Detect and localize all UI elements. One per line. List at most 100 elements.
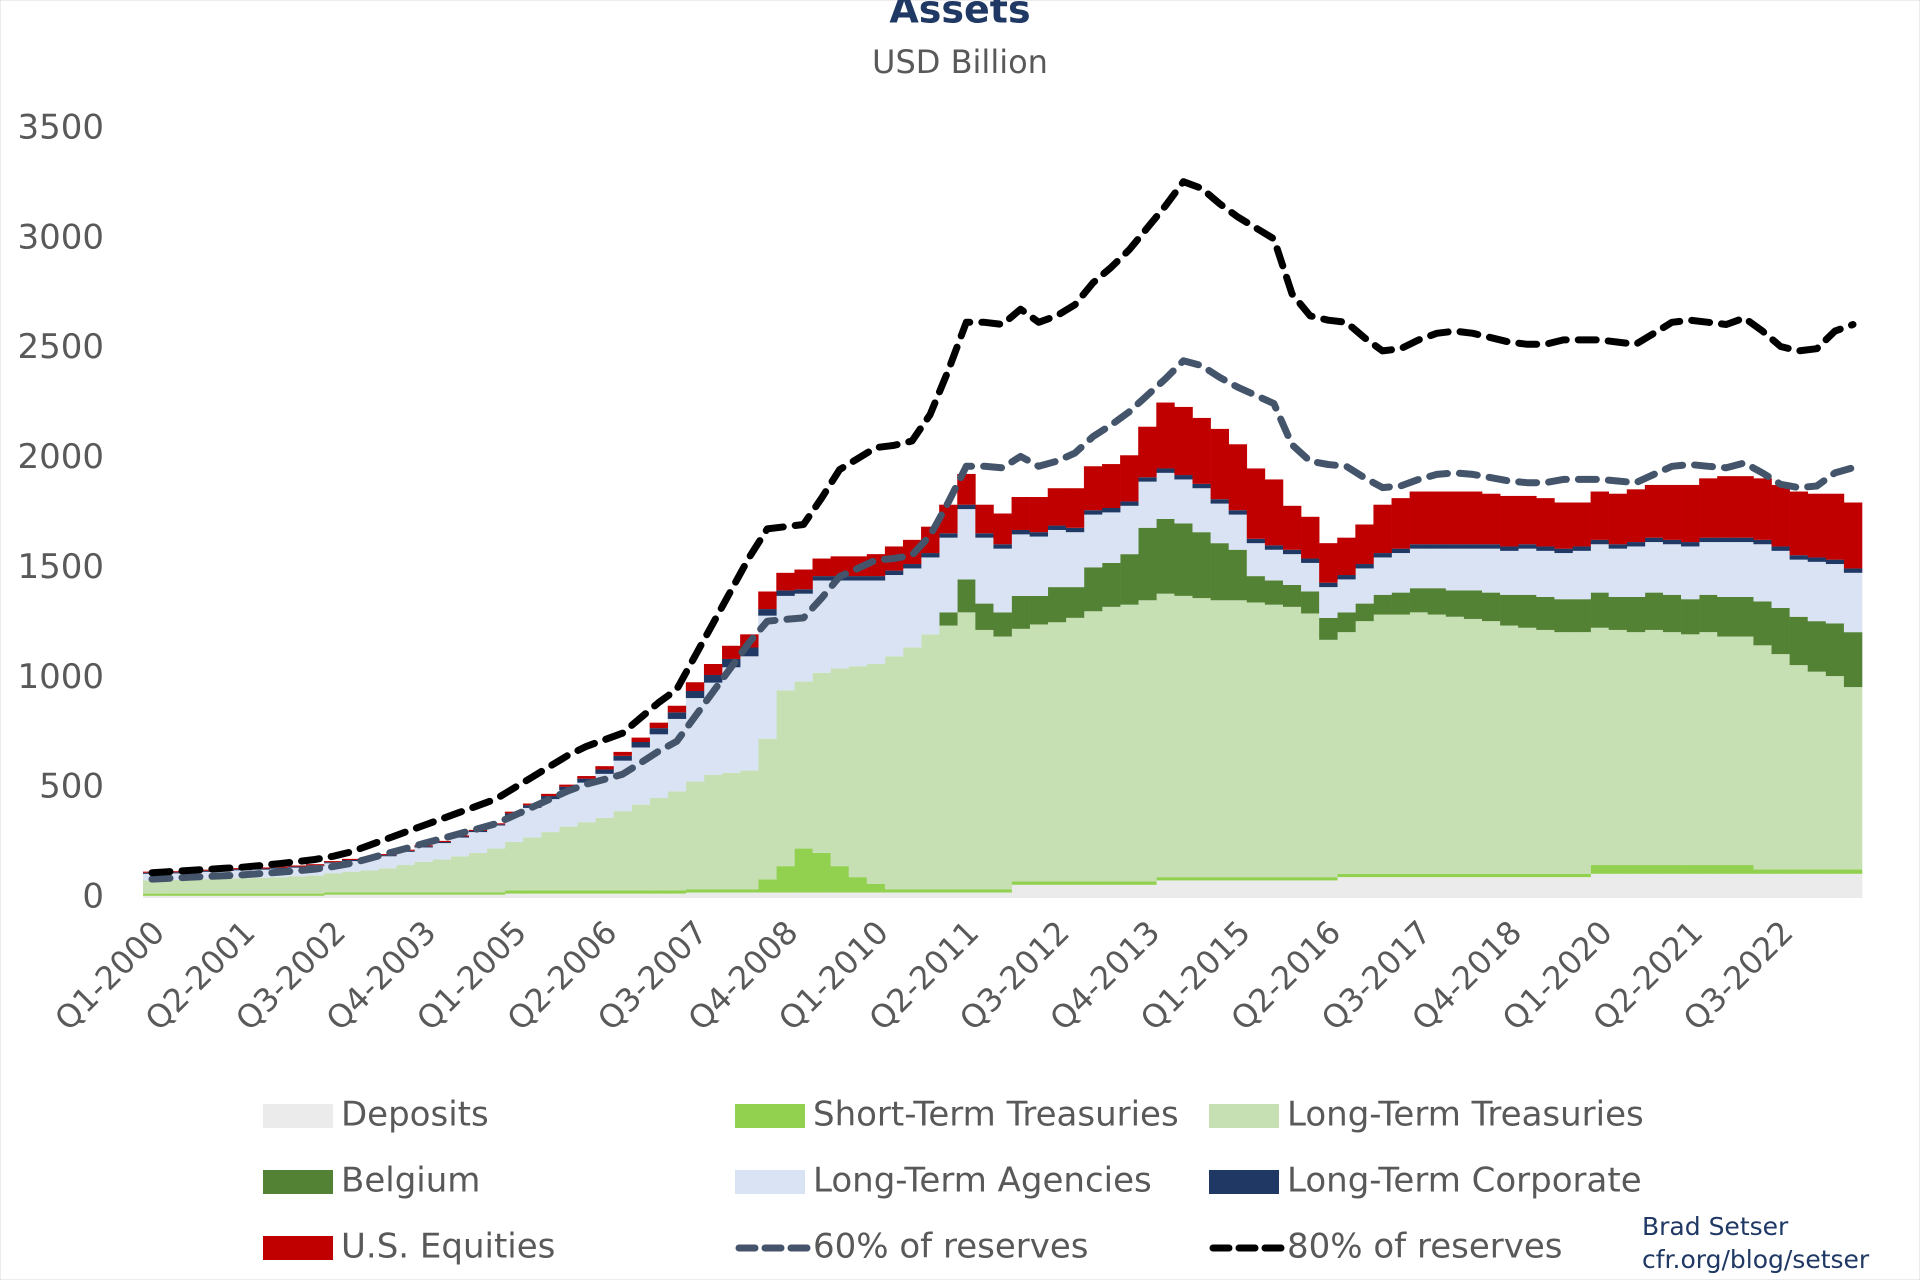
bar-segment — [1065, 587, 1085, 618]
bar-segment — [957, 504, 976, 510]
bar-segment — [396, 894, 415, 898]
bar-segment — [1246, 538, 1266, 544]
bar-segment — [740, 892, 759, 898]
bar-segment — [1825, 873, 1845, 898]
bar-segment — [179, 895, 198, 898]
bar-segment — [649, 890, 669, 894]
bar-segment — [1264, 479, 1284, 546]
bar-segment — [1083, 567, 1103, 612]
reserve-line — [148, 178, 1857, 877]
bar-segment — [1554, 873, 1573, 878]
bar-segment — [1590, 627, 1609, 866]
bar-segment — [740, 889, 759, 893]
bar-segment — [993, 513, 1012, 545]
bar-segment — [1825, 564, 1845, 624]
bar-segment — [1319, 617, 1338, 640]
bar-segment — [1662, 865, 1682, 874]
legend-label: Short-Term Treasuries — [813, 1095, 1179, 1135]
bar-segment — [396, 892, 415, 895]
bar-segment — [1482, 621, 1501, 874]
bar-segment — [1717, 873, 1736, 898]
bar-segment — [1681, 484, 1700, 543]
bar-segment — [1138, 600, 1157, 882]
bar-segment — [975, 629, 994, 890]
bar-segment — [1029, 881, 1049, 885]
bar-segment — [884, 570, 904, 576]
bar-segment — [631, 804, 650, 891]
bar-segment — [577, 776, 596, 779]
bar-segment — [1210, 428, 1229, 500]
bar-segment — [360, 870, 379, 893]
bar-segment — [1572, 502, 1591, 547]
bar-segment — [1011, 628, 1030, 882]
bar-segment — [1246, 877, 1266, 881]
bar-segment — [1029, 536, 1049, 596]
bar-segment — [1391, 873, 1410, 878]
source-note: Brad Setser — [1642, 1212, 1789, 1241]
bar-segment — [1319, 587, 1338, 618]
bar-segment — [1174, 475, 1193, 480]
bar-segment — [1301, 880, 1320, 898]
bar-segment — [1210, 600, 1229, 878]
bar-segment — [1699, 632, 1718, 866]
bar-segment — [1174, 595, 1193, 878]
bar-segment — [1825, 676, 1845, 870]
bar-segment — [884, 892, 904, 898]
bar-segment — [957, 612, 976, 890]
bar-segment — [269, 877, 289, 894]
bar-segment — [776, 690, 795, 867]
bar-segment — [269, 867, 289, 869]
bar-segment — [722, 772, 741, 890]
bar-segment — [975, 603, 994, 630]
bar-segment — [1373, 594, 1392, 615]
bar-segment — [1608, 544, 1628, 549]
bar-segment — [1572, 877, 1591, 898]
bar-segment — [667, 893, 687, 898]
bar-segment — [1843, 568, 1863, 573]
bar-segment — [1337, 877, 1356, 898]
bar-segment — [1518, 873, 1537, 878]
bar-segment — [1681, 865, 1700, 874]
bar-segment — [993, 892, 1012, 898]
bar-segment — [1138, 881, 1157, 885]
bar-segment — [1029, 884, 1049, 898]
bar-segment — [649, 722, 669, 729]
bar-segment — [921, 557, 940, 635]
legend-label: Long-Term Treasuries — [1287, 1095, 1644, 1135]
bar-segment — [667, 712, 687, 719]
bar-segment — [215, 895, 234, 898]
bar-segment — [1246, 576, 1266, 603]
y-tick-label: 0 — [82, 877, 104, 917]
bar-segment — [1445, 616, 1465, 874]
bar-segment — [287, 865, 307, 867]
bar-segment — [1264, 880, 1284, 898]
bar-segment — [1337, 537, 1356, 576]
bar-segment — [1427, 491, 1447, 545]
bar-segment — [1626, 865, 1646, 874]
bar-segment — [1608, 873, 1628, 898]
bar-segment — [1138, 477, 1157, 482]
bar-segment — [1771, 869, 1790, 874]
bar-segment — [1590, 865, 1609, 874]
bar-segment — [758, 609, 777, 616]
bar-segment — [1681, 542, 1700, 547]
bar-segment — [866, 576, 886, 581]
bar-segment — [504, 815, 524, 842]
bar-segment — [1083, 884, 1103, 898]
bar-segment — [1337, 873, 1356, 878]
bar-segment — [1771, 873, 1790, 898]
bar-segment — [1156, 880, 1175, 898]
bar-segment — [740, 656, 759, 771]
bar-segment — [1554, 548, 1573, 554]
bar-segment — [1463, 544, 1483, 549]
bar-segment — [1065, 884, 1085, 898]
bar-segment — [1409, 588, 1429, 613]
bar-segment — [1572, 550, 1591, 600]
bar-segment — [1065, 488, 1085, 528]
bar-segment — [504, 890, 524, 894]
bar-segment — [1572, 632, 1591, 874]
bar-segment — [1409, 877, 1429, 898]
bar-segment — [1409, 873, 1429, 878]
bar-segment — [1753, 478, 1772, 540]
